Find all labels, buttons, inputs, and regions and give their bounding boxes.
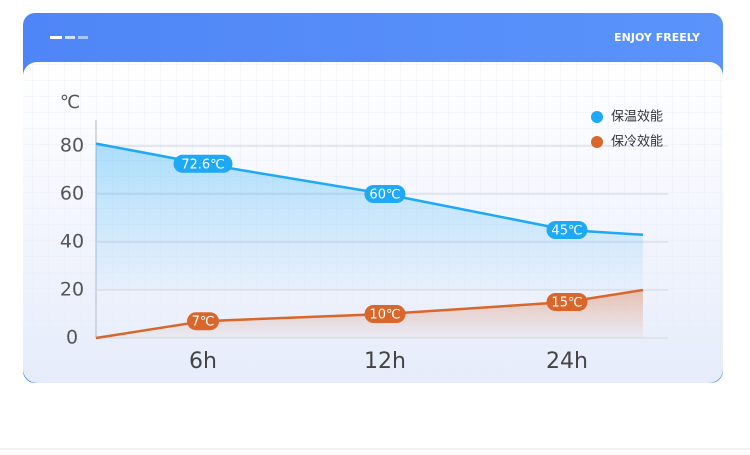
- area: [96, 290, 643, 338]
- y-tick-label: 60: [60, 183, 84, 205]
- value-label: 15℃: [551, 296, 582, 311]
- value-label-bg: [546, 293, 588, 311]
- plot: 0 20 40 60 80 6h 12h 24h 72.6℃ 60℃ 45℃ 保温效能 7℃ 10℃ 15℃…: [60, 110, 668, 374]
- legend-label: 保冷效能: [611, 135, 663, 150]
- value-label: 72.6℃: [181, 157, 225, 172]
- legend-marker: [591, 111, 603, 123]
- value-label-bg: [173, 154, 233, 173]
- y-unit: ℃: [60, 92, 80, 113]
- value-label-bg: [364, 185, 406, 203]
- area: [96, 143, 643, 290]
- value-label-bg: [364, 305, 406, 323]
- y-tick-label: 40: [60, 231, 84, 253]
- header-dashes: [50, 36, 88, 39]
- value-label-bg: [546, 221, 588, 239]
- value-label: 7℃: [192, 315, 215, 330]
- value-label: 45℃: [551, 224, 582, 239]
- y-tick-label: 80: [60, 135, 84, 157]
- value-label-bg: [187, 312, 219, 331]
- legend-marker: [591, 136, 603, 148]
- value-label: 10℃: [369, 308, 400, 323]
- x-tick-label: 24h: [546, 349, 588, 374]
- value-label: 60℃: [369, 188, 400, 203]
- header-text: ENJOY FREELY: [614, 31, 701, 44]
- legend-label: 保温效能: [611, 110, 663, 125]
- x-tick-label: 6h: [189, 349, 217, 374]
- y-tick-label: 20: [60, 279, 84, 301]
- x-tick-label: 12h: [364, 349, 406, 374]
- y-tick-label: 0: [66, 327, 78, 349]
